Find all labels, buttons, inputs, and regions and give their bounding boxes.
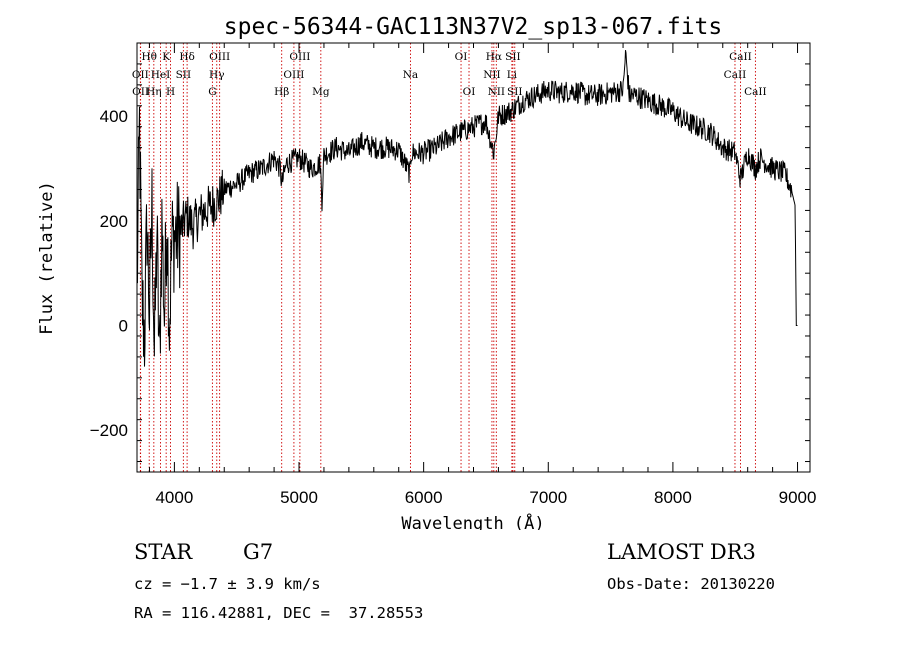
line-marker-label: Hδ	[179, 51, 194, 63]
line-marker-label: H	[166, 86, 175, 98]
line-marker-label: HeI	[151, 69, 171, 81]
line-marker-label: NII	[483, 69, 500, 81]
y-tick-label: −200	[90, 421, 128, 440]
x-tick-label: 7000	[529, 488, 567, 507]
object-class: STAR	[134, 540, 193, 564]
coordinates: RA = 116.42881, DEC = 37.28553	[134, 604, 424, 622]
y-tick-label: 200	[100, 212, 128, 231]
survey-name: LAMOST DR3	[607, 540, 756, 564]
line-markers	[139, 43, 756, 472]
line-marker-label: Hα	[486, 51, 502, 63]
line-marker-label: OII	[132, 69, 149, 81]
line-marker-label: CaII	[744, 86, 767, 98]
line-marker-label: Na	[403, 69, 418, 81]
line-marker-labels: OIIOIIHθHηHeIKHSIIHδGHγOIIIHβOIIIOIIIMgN…	[132, 51, 767, 98]
line-marker-label: OI	[455, 51, 468, 63]
line-marker-label: SII	[507, 86, 523, 98]
line-marker-label: OIII	[283, 69, 304, 81]
axis-tick-labels: 4000 5000 6000 7000 8000 9000 −200 0 200 400	[90, 107, 817, 507]
line-marker-label: Hγ	[209, 69, 224, 81]
axis-ticks	[137, 43, 810, 472]
x-axis-label: Wavelength (Å)	[401, 512, 544, 530]
line-marker-label: G	[208, 86, 216, 98]
line-marker-label: Hθ	[141, 51, 156, 63]
line-marker-label: NII	[488, 86, 505, 98]
line-marker-label: Li	[507, 69, 518, 81]
x-tick-label: 8000	[654, 488, 692, 507]
spectrum-chart: spec-56344-GAC113N37V2_sp13-067.fits OII…	[37, 14, 817, 530]
redshift-cz: cz = −1.7 ± 3.9 km/s	[134, 575, 321, 593]
line-marker-label: Hη	[146, 86, 161, 98]
flux-series-line	[136, 50, 798, 367]
x-tick-label: 5000	[280, 488, 318, 507]
y-tick-label: 400	[100, 107, 128, 126]
x-tick-label: 6000	[405, 488, 443, 507]
line-marker-label: CaII	[729, 51, 752, 63]
y-axis-label: Flux (relative)	[37, 181, 57, 335]
line-marker-label: OIII	[289, 51, 310, 63]
line-marker-label: K	[162, 51, 170, 63]
plot-frame	[136, 42, 811, 473]
x-tick-label: 4000	[155, 488, 193, 507]
line-marker-label: OIII	[209, 51, 230, 63]
chart-title: spec-56344-GAC113N37V2_sp13-067.fits	[224, 14, 723, 40]
line-marker-label: OII	[132, 86, 149, 98]
line-marker-label: Hβ	[274, 86, 289, 98]
object-subclass: G7	[243, 540, 274, 564]
x-tick-label: 9000	[779, 488, 817, 507]
line-marker-label: Mg	[312, 86, 330, 98]
line-marker-label: OI	[463, 86, 476, 98]
line-marker-label: CaII	[724, 69, 747, 81]
line-marker-label: SII	[505, 51, 521, 63]
line-marker-label: SII	[176, 69, 192, 81]
observation-date: Obs-Date: 20130220	[607, 575, 775, 593]
y-tick-label: 0	[119, 317, 128, 336]
